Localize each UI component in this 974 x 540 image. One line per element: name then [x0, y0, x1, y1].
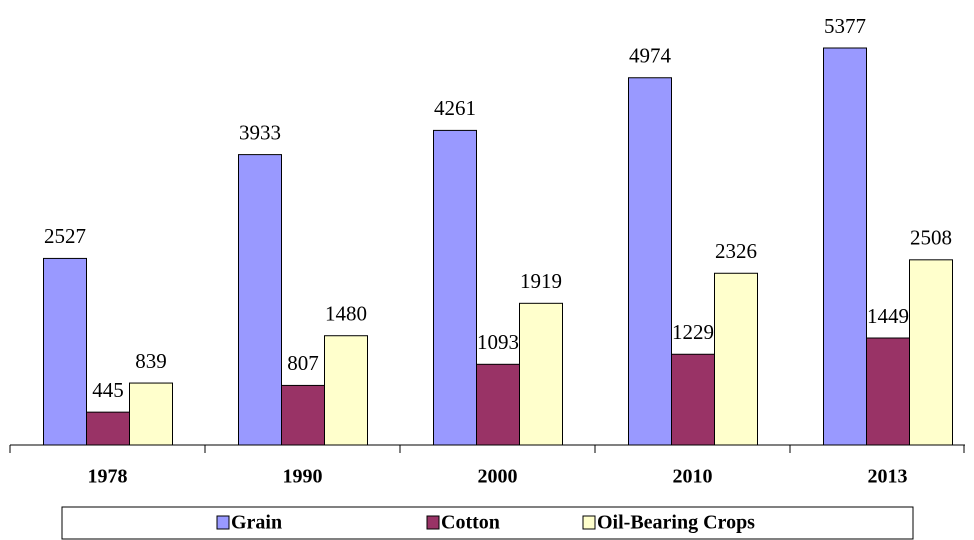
value-label: 4261 — [434, 96, 476, 120]
value-label: 1229 — [672, 320, 714, 344]
bar — [238, 154, 282, 446]
legend-swatch — [426, 515, 440, 530]
legend-swatch — [216, 515, 230, 530]
x-tick-label: 1990 — [283, 466, 323, 488]
x-tick-label: 2013 — [868, 466, 908, 488]
bar — [671, 353, 715, 446]
bar — [476, 363, 520, 446]
value-label: 4974 — [629, 44, 672, 68]
value-label: 1449 — [867, 304, 909, 328]
value-label: 2508 — [910, 226, 952, 250]
bar — [324, 335, 368, 446]
x-tick-label: 2000 — [478, 466, 518, 488]
value-label: 1093 — [477, 330, 519, 354]
bar — [714, 272, 758, 446]
bar — [628, 77, 672, 446]
legend-label: Oil-Bearing Crops — [597, 512, 755, 534]
value-label: 1919 — [520, 269, 562, 293]
x-tick-label: 2010 — [673, 466, 713, 488]
bar — [43, 257, 87, 446]
legend-swatch — [582, 515, 596, 530]
value-label: 3933 — [239, 120, 281, 144]
legend-box — [61, 506, 914, 540]
bar — [909, 259, 953, 446]
value-label: 445 — [92, 378, 124, 402]
value-label: 807 — [287, 351, 319, 375]
bar — [281, 384, 325, 446]
x-tick-label: 1978 — [88, 466, 128, 488]
value-label: 839 — [135, 349, 167, 373]
value-label: 5377 — [824, 14, 866, 38]
bar — [129, 382, 173, 446]
value-label: 2527 — [44, 224, 86, 248]
legend-label: Cotton — [441, 512, 500, 534]
bar — [86, 411, 130, 446]
bar — [433, 129, 477, 446]
bar — [866, 337, 910, 446]
value-label: 2326 — [715, 239, 757, 263]
legend-label: Grain — [231, 512, 282, 534]
value-label: 1480 — [325, 302, 367, 326]
bar — [823, 47, 867, 446]
bar — [519, 302, 563, 446]
